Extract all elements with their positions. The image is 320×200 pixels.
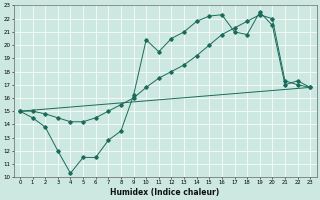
X-axis label: Humidex (Indice chaleur): Humidex (Indice chaleur) [110,188,220,197]
